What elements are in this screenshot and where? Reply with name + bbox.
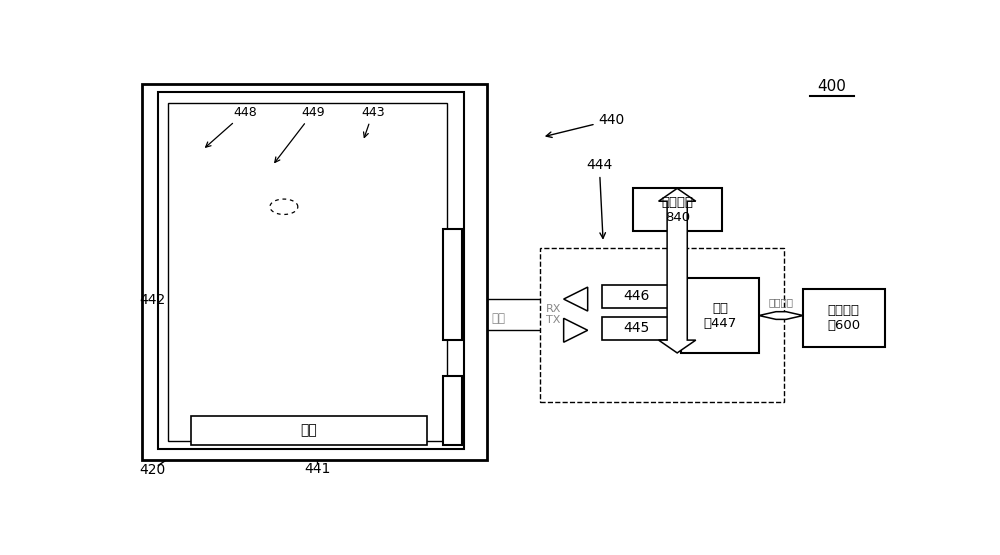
Text: 400: 400 <box>817 79 846 94</box>
FancyBboxPatch shape <box>142 84 487 460</box>
FancyBboxPatch shape <box>443 376 462 445</box>
Text: 445: 445 <box>623 321 650 335</box>
Polygon shape <box>659 188 696 353</box>
Text: 440: 440 <box>546 113 625 138</box>
FancyBboxPatch shape <box>443 229 462 340</box>
Text: 感测: 感测 <box>492 312 506 325</box>
FancyBboxPatch shape <box>803 289 885 346</box>
Text: 444: 444 <box>586 158 612 238</box>
Text: 420: 420 <box>139 463 165 477</box>
Polygon shape <box>759 312 803 319</box>
FancyBboxPatch shape <box>540 248 784 402</box>
FancyBboxPatch shape <box>602 285 671 308</box>
Polygon shape <box>564 287 588 311</box>
Text: 处理
器447: 处理 器447 <box>704 301 737 330</box>
Text: 449: 449 <box>275 106 325 163</box>
FancyBboxPatch shape <box>681 278 759 353</box>
Text: 中央控制
器600: 中央控制 器600 <box>827 304 860 332</box>
FancyBboxPatch shape <box>633 188 722 231</box>
Text: 441: 441 <box>304 462 330 476</box>
Text: 443: 443 <box>361 106 385 138</box>
Text: 442: 442 <box>139 292 165 306</box>
Text: 驱动: 驱动 <box>301 423 317 437</box>
FancyBboxPatch shape <box>168 103 447 441</box>
FancyBboxPatch shape <box>602 316 671 340</box>
Text: 触控信号: 触控信号 <box>769 297 794 307</box>
Text: 448: 448 <box>206 106 257 147</box>
Text: 检测装置
840: 检测装置 840 <box>661 196 693 224</box>
FancyBboxPatch shape <box>191 416 427 445</box>
Text: RX: RX <box>546 304 561 314</box>
FancyBboxPatch shape <box>158 92 464 449</box>
Text: TX: TX <box>546 315 560 325</box>
Text: 446: 446 <box>623 289 650 303</box>
Polygon shape <box>564 319 588 342</box>
